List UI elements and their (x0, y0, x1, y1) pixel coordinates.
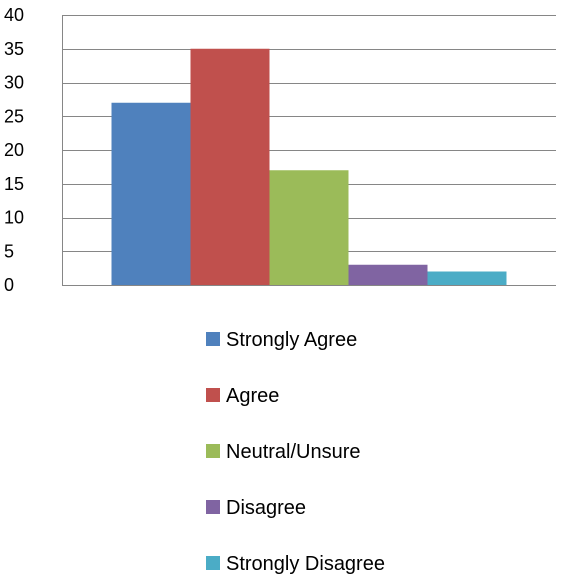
legend-label-strongly-agree: Strongly Agree (226, 329, 357, 351)
bar-strongly-agree (111, 102, 191, 285)
y-tick-label-30: 30 (4, 73, 24, 93)
legend-swatch-agree (206, 388, 220, 402)
bar-disagree (348, 264, 428, 285)
y-tick-label-0: 0 (4, 275, 14, 295)
legend-label-disagree: Disagree (226, 497, 306, 519)
bar-strongly-disagree (427, 271, 507, 285)
legend-label-agree: Agree (226, 385, 279, 407)
y-tick-label-10: 10 (4, 208, 24, 228)
y-tick-label-5: 5 (4, 241, 14, 261)
legend-label-strongly-disagree: Strongly Disagree (226, 553, 385, 575)
legend: Strongly Agree Agree Neutral/Unsure Disagre… (206, 329, 385, 575)
y-tick-label-25: 25 (4, 106, 24, 126)
legend-swatch-strongly-agree (206, 332, 220, 346)
y-tick-label-20: 20 (4, 140, 24, 160)
y-tick-label-35: 35 (4, 39, 24, 59)
legend-swatch-neutral-unsure (206, 444, 220, 458)
legend-label-neutral-unsure: Neutral/Unsure (226, 441, 361, 463)
axes (62, 15, 556, 286)
bars (111, 48, 507, 285)
legend-swatch-disagree (206, 500, 220, 514)
y-axis-tick-labels: 0 5 10 15 20 25 30 35 40 (4, 5, 24, 295)
bar-neutral-unsure (269, 170, 349, 285)
y-tick-label-40: 40 (4, 5, 24, 25)
legend-swatch-strongly-disagree (206, 556, 220, 570)
y-tick-label-15: 15 (4, 174, 24, 194)
bar-agree (190, 48, 270, 285)
